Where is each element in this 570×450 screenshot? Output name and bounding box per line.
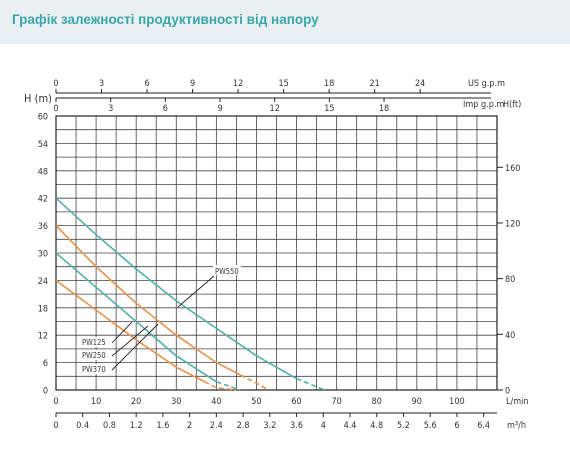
right-tick-label: 80 xyxy=(505,275,515,285)
header-band: Графік залежності продуктивності від нап… xyxy=(0,0,570,44)
top-tick-label-imp: 15 xyxy=(324,104,334,114)
left-tick-label: 36 xyxy=(38,222,48,232)
top-tick-label-imp: 12 xyxy=(270,104,280,114)
annotation-pointer xyxy=(111,321,133,344)
left-tick-label: 12 xyxy=(38,332,48,342)
bottom-tick-label-lmin: 20 xyxy=(131,397,141,407)
series-dash-pw250 xyxy=(216,381,241,391)
bottom-tick-label-m3h: 2.8 xyxy=(237,421,250,431)
left-tick-label: 60 xyxy=(38,113,48,123)
annotation-pw550: PW550 xyxy=(215,267,239,276)
top-tick-label-us: 9 xyxy=(190,79,195,89)
top-tick-label-imp: 0 xyxy=(53,104,58,114)
bottom-tick-label-m3h: 4.8 xyxy=(370,421,383,431)
left-tick-label: 48 xyxy=(38,167,48,177)
bottom-tick-label-m3h: 5.6 xyxy=(424,421,437,431)
left-axis-label: H (m) xyxy=(24,92,52,105)
right-tick-label: 160 xyxy=(505,164,520,174)
series-line-pw250 xyxy=(55,252,217,383)
bottom-tick-label-lmin: 70 xyxy=(331,397,341,407)
left-tick-label: 54 xyxy=(38,140,48,150)
series-dash-pw550 xyxy=(296,377,325,391)
bottom-tick-label-m3h: 0.8 xyxy=(103,421,116,431)
right-tick-label: 120 xyxy=(505,219,520,229)
annotation-bg xyxy=(80,350,110,360)
bottom-tick-label-lmin: 90 xyxy=(412,397,422,407)
left-tick-label: 18 xyxy=(38,304,48,314)
page-title: Графік залежності продуктивності від нап… xyxy=(12,12,319,27)
top-tick-label-us: 12 xyxy=(233,79,243,89)
bottom-tick-label-lmin: 10 xyxy=(91,397,101,407)
top-tick-label-us: 21 xyxy=(370,79,380,89)
series-dash-pw370 xyxy=(240,374,269,391)
annotation-bg xyxy=(213,265,241,275)
left-tick-label: 42 xyxy=(38,195,48,205)
top-axis-label-imp: Imp g.p.m xyxy=(463,100,504,110)
series-line-pw550 xyxy=(55,197,297,380)
top-tick-label-imp: 9 xyxy=(217,104,222,114)
top-axis-label-hft: H(ft) xyxy=(503,100,521,110)
chart-annotations: PW550 PW125 PW250 PW370 xyxy=(80,265,241,374)
bottom-tick-label-lmin: 80 xyxy=(372,397,382,407)
bottom-tick-label-m3h: 3.2 xyxy=(263,421,276,431)
top-tick-label-imp: 6 xyxy=(163,104,168,114)
bottom-tick-label-m3h: 5.2 xyxy=(397,421,410,431)
bottom-tick-label-lmin: 100 xyxy=(449,397,464,407)
bottom-axis-label-m3h: m³/h xyxy=(507,421,526,431)
bottom-tick-label-lmin: 0 xyxy=(53,397,58,407)
bottom-tick-label-lmin: 60 xyxy=(291,397,301,407)
bottom-tick-label-lmin: 50 xyxy=(251,397,261,407)
bottom-tick-label-m3h: 3.6 xyxy=(290,421,303,431)
bottom-tick-label-m3h: 2 xyxy=(187,421,192,431)
top-axis-label-us: US g.p.m xyxy=(468,79,505,89)
chart-grid xyxy=(55,115,498,391)
annotation-pw250: PW250 xyxy=(82,351,106,360)
bottom-tick-label-lmin: 30 xyxy=(171,397,181,407)
chart-series xyxy=(55,197,325,391)
left-tick-label: 30 xyxy=(38,250,48,260)
annotation-pw125: PW125 xyxy=(82,338,106,347)
top-tick-label-us: 18 xyxy=(324,79,334,89)
series-dash-pw125 xyxy=(203,380,237,391)
bottom-tick-label-m3h: 1.2 xyxy=(130,421,143,431)
annotation-pointer xyxy=(177,275,215,308)
top-tick-label-us: 0 xyxy=(53,79,58,89)
top-tick-label-us: 6 xyxy=(144,79,149,89)
bottom-tick-label-m3h: 4.4 xyxy=(344,421,357,431)
top-tick-label-us: 24 xyxy=(415,79,425,89)
annotation-pointer xyxy=(111,323,159,371)
left-tick-label: 6 xyxy=(43,359,48,369)
series-line-pw370 xyxy=(55,225,241,376)
top-tick-label-us: 15 xyxy=(278,79,288,89)
bottom-tick-label-m3h: 1.6 xyxy=(156,421,169,431)
top-tick-label-us: 3 xyxy=(99,79,104,89)
bottom-axis-label-lmin: L/min xyxy=(506,397,529,407)
annotation-pw370: PW370 xyxy=(82,365,106,374)
right-tick-label: 40 xyxy=(505,331,515,341)
top-tick-label-imp: 3 xyxy=(108,104,113,114)
bottom-tick-label-m3h: 0 xyxy=(53,421,58,431)
left-tick-label: 0 xyxy=(43,387,48,397)
annotation-bg xyxy=(80,364,110,374)
bottom-tick-label-m3h: 2.4 xyxy=(210,421,223,431)
annotation-pointer xyxy=(111,325,149,357)
bottom-tick-label-lmin: 40 xyxy=(211,397,221,407)
bottom-tick-label-m3h: 0.4 xyxy=(76,421,89,431)
series-line-pw125 xyxy=(55,279,205,383)
bottom-tick-label-m3h: 6.4 xyxy=(477,421,490,431)
left-tick-label: 24 xyxy=(38,277,48,287)
annotation-bg xyxy=(80,337,110,347)
bottom-tick-label-m3h: 6 xyxy=(454,421,459,431)
right-tick-label: 0 xyxy=(505,387,510,397)
bottom-tick-label-m3h: 4 xyxy=(321,421,326,431)
top-tick-label-imp: 18 xyxy=(379,104,389,114)
